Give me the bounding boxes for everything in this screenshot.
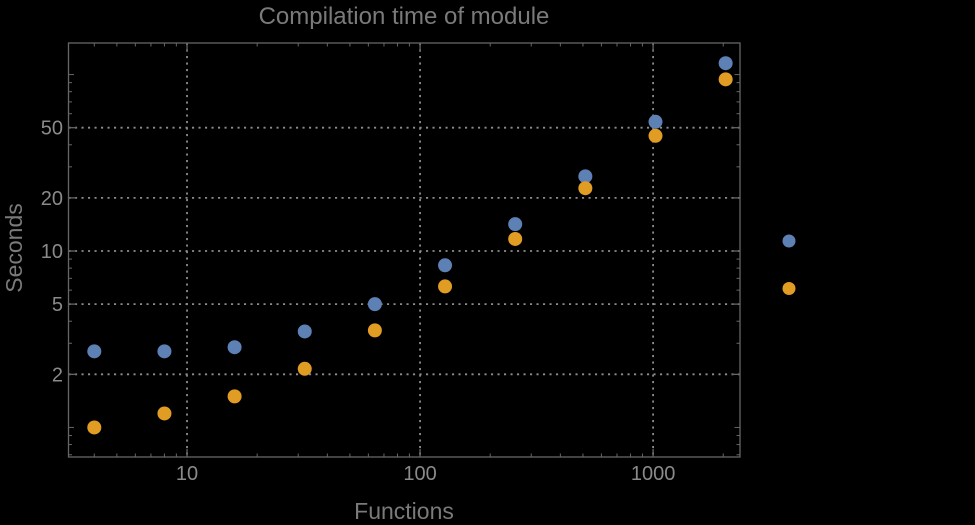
tick-labels: 10 100 1000 2 5 10 20 50 bbox=[41, 118, 676, 485]
data-point-series-2-orange bbox=[718, 72, 733, 87]
y-tick-label: 10 bbox=[41, 241, 63, 263]
data-point-series-2-orange bbox=[438, 279, 453, 294]
plot-frame bbox=[67, 42, 741, 458]
x-axis-label: Functions bbox=[354, 498, 454, 524]
y-tick-label: 2 bbox=[52, 364, 63, 386]
data-points bbox=[87, 56, 733, 435]
x-tick-label: 10 bbox=[176, 463, 198, 485]
data-point-series-1-blue bbox=[508, 217, 523, 232]
data-point-series-1-blue bbox=[227, 340, 242, 355]
tick-marks bbox=[68, 43, 740, 457]
data-point-series-2-orange bbox=[367, 323, 382, 338]
data-point-series-1-blue bbox=[87, 344, 102, 359]
chart-title: Compilation time of module bbox=[258, 3, 550, 30]
data-point-series-2-orange bbox=[648, 128, 663, 143]
data-point-series-1-blue bbox=[648, 114, 663, 129]
y-tick-label: 5 bbox=[52, 294, 63, 316]
data-point-series-2-orange bbox=[157, 406, 172, 421]
data-point-series-1-blue bbox=[297, 324, 312, 339]
legend-marker-1 bbox=[782, 234, 796, 248]
grid-lines bbox=[68, 43, 740, 457]
data-point-series-2-orange bbox=[297, 361, 312, 376]
data-point-series-2-orange bbox=[227, 389, 242, 404]
data-point-series-1-blue bbox=[438, 258, 453, 273]
y-tick-label: 50 bbox=[41, 118, 63, 140]
data-point-series-1-blue bbox=[157, 344, 172, 359]
data-point-series-2-orange bbox=[578, 181, 593, 196]
data-point-series-1-blue bbox=[367, 297, 382, 312]
legend bbox=[782, 234, 796, 295]
x-tick-label: 1000 bbox=[631, 463, 676, 485]
y-tick-label: 20 bbox=[41, 188, 63, 210]
data-point-series-2-orange bbox=[508, 231, 523, 246]
legend-marker-2 bbox=[782, 282, 796, 295]
data-point-series-1-blue bbox=[718, 56, 733, 71]
x-tick-label: 100 bbox=[403, 463, 436, 485]
data-point-series-1-blue bbox=[578, 169, 593, 184]
data-point-series-2-orange bbox=[87, 420, 102, 435]
